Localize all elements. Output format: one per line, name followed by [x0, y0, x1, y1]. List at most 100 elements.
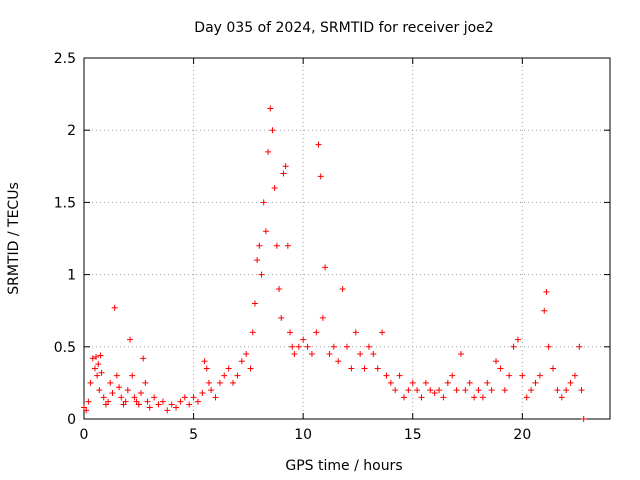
data-point — [523, 394, 530, 401]
data-point — [265, 148, 272, 155]
y-tick-label: 0 — [67, 412, 76, 428]
data-point — [322, 264, 329, 271]
data-point — [488, 387, 495, 394]
data-point — [580, 416, 587, 422]
data-point — [109, 390, 116, 397]
data-point — [203, 365, 210, 372]
data-point — [567, 379, 574, 386]
data-point — [315, 141, 322, 148]
data-point — [383, 372, 390, 379]
x-axis-label: GPS time / hours — [285, 458, 402, 474]
data-point — [361, 365, 368, 372]
y-tick-label: 2.5 — [54, 51, 76, 67]
data-point — [135, 401, 142, 408]
data-point — [271, 184, 278, 191]
data-point — [335, 358, 342, 365]
data-point — [201, 358, 208, 365]
data-point — [282, 163, 289, 170]
data-point — [87, 379, 94, 386]
data-point — [173, 404, 180, 411]
data-point — [247, 365, 254, 372]
data-point — [457, 351, 464, 358]
data-point — [370, 351, 377, 358]
data-point — [249, 329, 256, 336]
data-point — [444, 379, 451, 386]
data-point — [254, 257, 261, 264]
data-point — [89, 355, 96, 362]
data-point — [554, 387, 561, 394]
data-point — [308, 351, 315, 358]
data-point — [208, 387, 215, 394]
data-point — [140, 355, 147, 362]
data-point — [519, 372, 526, 379]
data-point — [234, 372, 241, 379]
data-point — [326, 351, 333, 358]
data-point — [116, 384, 123, 391]
data-point — [137, 390, 144, 397]
data-point — [536, 372, 543, 379]
data-point — [291, 351, 298, 358]
data-point — [409, 379, 416, 386]
data-point — [545, 343, 552, 350]
data-point — [124, 387, 131, 394]
data-point — [563, 387, 570, 394]
data-point — [284, 242, 291, 249]
data-point — [576, 343, 583, 350]
data-point — [199, 390, 206, 397]
x-tick-label: 5 — [189, 427, 198, 443]
data-point — [276, 286, 283, 293]
data-point — [357, 351, 364, 358]
data-point — [479, 394, 486, 401]
y-tick-label: 1 — [67, 268, 76, 284]
data-point — [258, 271, 265, 278]
grid-lines — [84, 58, 610, 419]
data-point — [118, 394, 125, 401]
data-points — [81, 105, 587, 422]
data-point — [96, 387, 103, 394]
data-point — [111, 304, 118, 311]
data-point — [379, 329, 386, 336]
data-point — [427, 387, 434, 394]
data-point — [155, 401, 162, 408]
data-point — [440, 394, 447, 401]
data-point — [475, 387, 482, 394]
y-tick-label: 2 — [67, 123, 76, 139]
data-point — [339, 286, 346, 293]
data-point — [352, 329, 359, 336]
data-point — [501, 387, 508, 394]
data-point — [181, 394, 188, 401]
data-point — [243, 351, 250, 358]
data-point — [453, 387, 460, 394]
data-point — [83, 407, 90, 414]
data-point — [262, 228, 269, 235]
data-point — [550, 365, 557, 372]
data-point — [405, 387, 412, 394]
data-point — [289, 343, 296, 350]
data-point — [251, 300, 258, 307]
data-point — [541, 307, 548, 314]
data-point — [497, 365, 504, 372]
data-point — [392, 387, 399, 394]
data-point — [436, 387, 443, 394]
data-point — [280, 170, 287, 177]
data-point — [122, 398, 129, 405]
data-point — [558, 394, 565, 401]
data-point — [571, 372, 578, 379]
data-point — [543, 288, 550, 295]
data-point — [127, 336, 134, 343]
data-point — [295, 343, 302, 350]
data-point — [238, 358, 245, 365]
data-point — [131, 394, 138, 401]
x-tick-label: 0 — [80, 427, 89, 443]
plot-frame — [83, 57, 611, 420]
data-point — [431, 390, 438, 397]
data-point — [269, 127, 276, 134]
x-tick-label: 15 — [404, 427, 422, 443]
data-point — [260, 199, 267, 206]
data-point — [344, 343, 350, 350]
data-point — [186, 401, 193, 408]
data-point — [471, 394, 478, 401]
data-point — [387, 379, 394, 386]
data-point — [414, 387, 421, 394]
data-point — [396, 372, 403, 379]
